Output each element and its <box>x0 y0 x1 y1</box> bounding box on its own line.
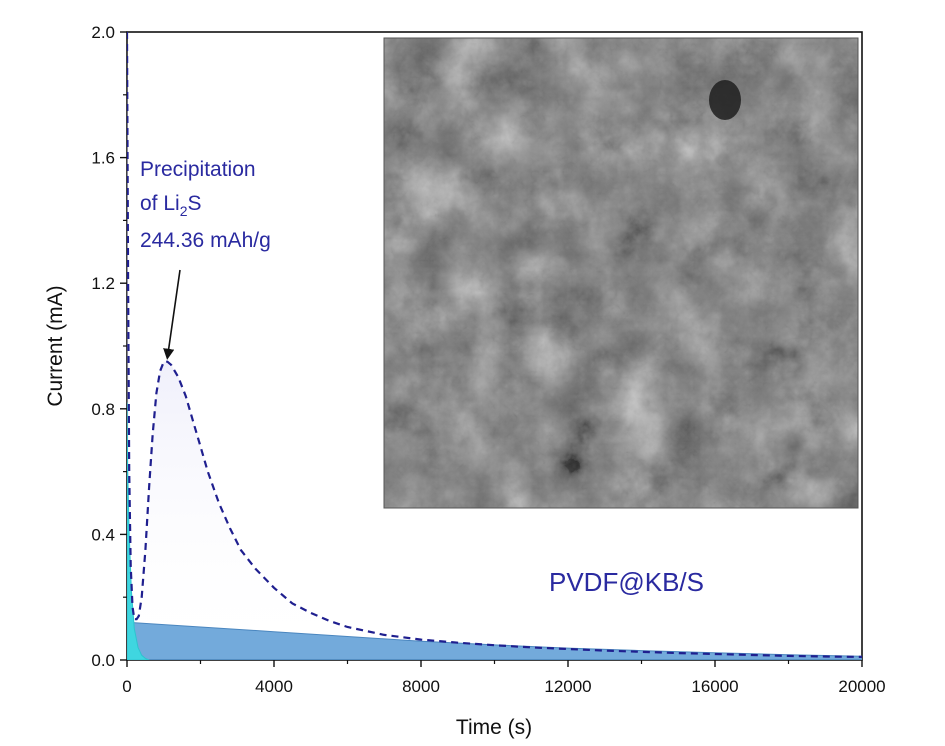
annotation-line-2: of Li2S <box>140 192 202 219</box>
annotation-line-1: Precipitation <box>140 158 256 181</box>
y-tick-label: 1.6 <box>91 149 115 168</box>
y-axis-title: Current (mA) <box>44 285 67 406</box>
y-tick-label: 0.8 <box>91 400 115 419</box>
initial-spike-area <box>127 402 150 660</box>
y-tick-label: 0.0 <box>91 651 115 670</box>
y-tick-label: 1.2 <box>91 274 115 293</box>
x-tick-label: 8000 <box>402 677 440 696</box>
sample-label: PVDF@KB/S <box>549 567 704 597</box>
y-tick-label: 0.4 <box>91 525 115 544</box>
x-tick-label: 12000 <box>544 677 591 696</box>
axis-layer: 0 4000 8000 12000 16000 20000 0.0 0.4 0.8 1.2 1.6 2… <box>91 23 885 696</box>
x-tick-label: 20000 <box>838 677 885 696</box>
series-layer <box>127 32 862 660</box>
peak-area-fill <box>127 32 862 660</box>
x-tick-label: 16000 <box>691 677 738 696</box>
annotation-line-3: 244.36 mAh/g <box>140 229 271 252</box>
annotation-arrow <box>163 269 181 360</box>
sem-inset <box>383 37 859 509</box>
x-tick-label: 0 <box>122 677 131 696</box>
x-axis-title: Time (s) <box>456 716 532 739</box>
x-tick-label: 4000 <box>255 677 293 696</box>
peak-annotation: Precipitation of Li2S 244.36 mAh/g <box>140 158 271 360</box>
y-tick-label: 2.0 <box>91 23 115 42</box>
